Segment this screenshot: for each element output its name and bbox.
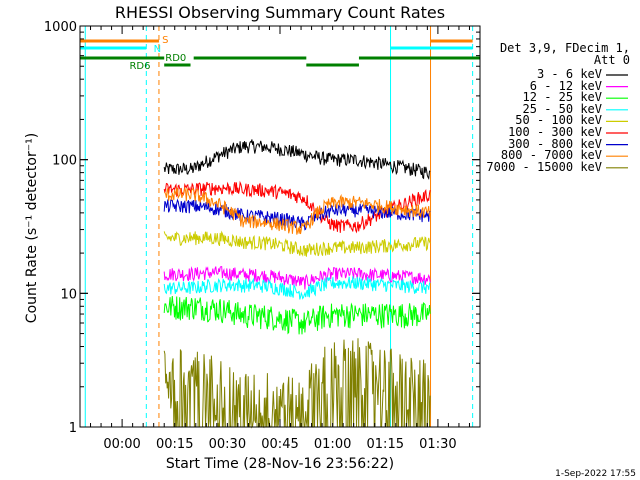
legend-label: 6 - 12 keV (529, 78, 602, 93)
legend-label: 7000 - 15000 keV (486, 159, 602, 174)
series-line-7 (163, 186, 431, 235)
x-tick-label: 00:45 (261, 437, 298, 452)
legend-header-line1: Det 3,9, FDecim 1, (499, 41, 630, 55)
flag-lines: SN RD0 RD6 (80, 26, 480, 427)
x-axis-title: Start Time (28-Nov-16 23:56:22) (166, 456, 394, 472)
series-lines (163, 139, 431, 429)
series-line-0 (163, 139, 431, 180)
series-line-8 (163, 338, 431, 429)
legend-label: 100 - 300 keV (508, 125, 602, 139)
series-line-2 (163, 296, 431, 335)
series-line-3 (163, 276, 431, 300)
axis-ticks (80, 25, 480, 428)
axis-labels: 1 10 100 1000 00:00 00:15 00:30 00:45 01:00 01:15… (44, 20, 457, 452)
series-line-4 (163, 230, 431, 257)
y-axis-title: Count Rate (s⁻¹ detector⁻¹) (24, 133, 40, 323)
chart-title: RHESSI Observing Summary Count Rates (115, 3, 445, 22)
legend-label: 12 - 25 keV (522, 90, 602, 105)
x-tick-label: 01:00 (314, 437, 351, 452)
rd6-flag-label: RD6 (129, 61, 150, 72)
night-flag-label: N (154, 44, 161, 55)
legend-label: 3 - 6 keV (536, 67, 602, 81)
y-tick-label: 100 (52, 154, 77, 169)
rd0-flag-label: RD0 (165, 53, 186, 64)
y-tick-label: 1 (69, 421, 77, 436)
y-tick-label: 1000 (44, 20, 77, 35)
legend-label: 50 - 100 keV (515, 113, 602, 128)
x-tick-label: 00:30 (209, 437, 246, 452)
y-tick-label: 10 (60, 287, 77, 302)
x-tick-label: 01:30 (419, 437, 456, 452)
saa-flag-label: S (162, 35, 168, 46)
series-line-1 (163, 266, 431, 290)
legend-label: 800 - 7000 keV (500, 148, 602, 163)
legend-label: 300 - 800 keV (508, 136, 602, 151)
footer-date: 1-Sep-2022 17:55 (555, 469, 636, 479)
legend-header-line2: Att 0 (593, 53, 630, 67)
x-tick-label: 00:00 (103, 437, 140, 452)
x-tick-label: 00:15 (156, 437, 193, 452)
legend-label: 25 - 50 keV (522, 101, 602, 116)
x-tick-label: 01:15 (367, 437, 404, 452)
